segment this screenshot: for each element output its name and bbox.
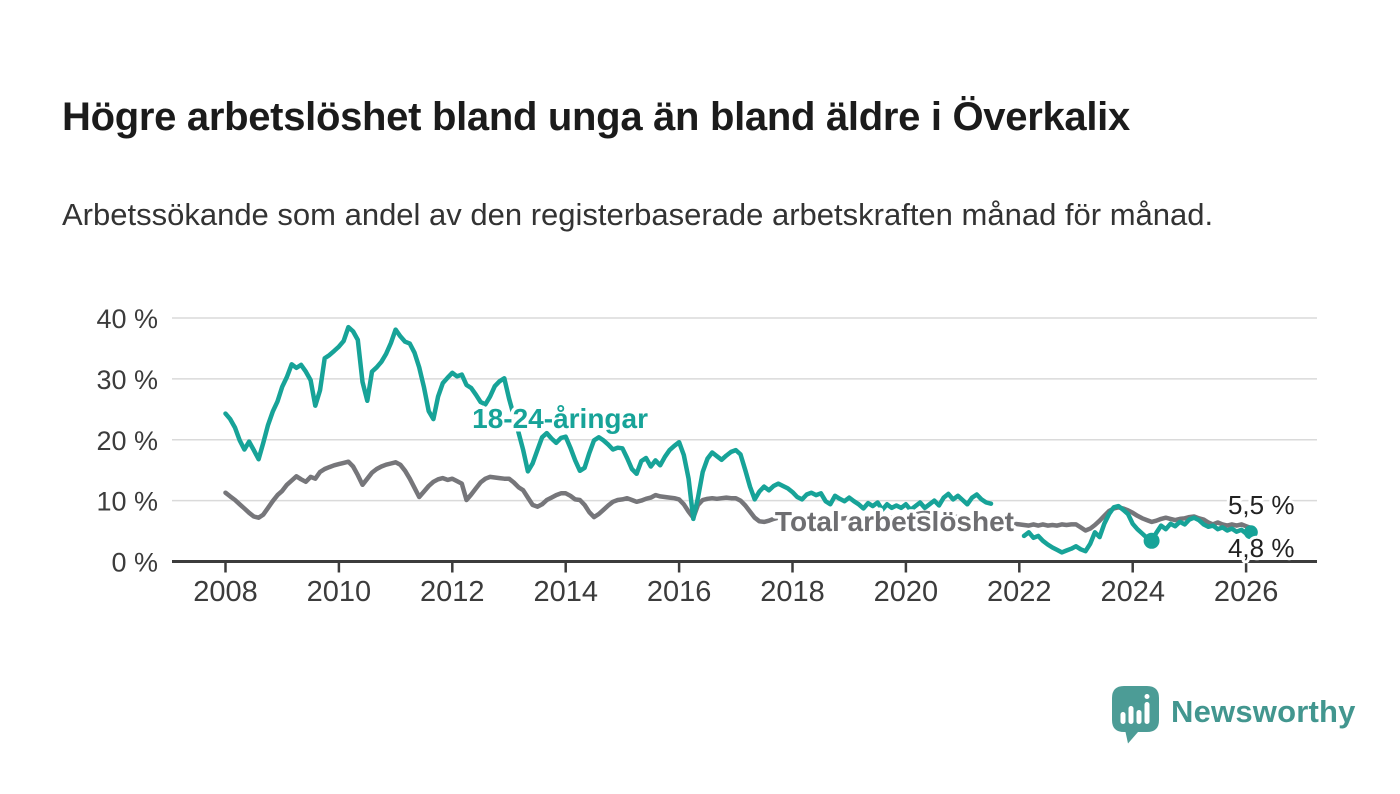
y-axis-tick-label: 40 % bbox=[96, 304, 158, 334]
x-axis-tick-label: 2024 bbox=[1100, 576, 1165, 608]
data-point-marker bbox=[1243, 525, 1258, 540]
series-line-18-24-ringar bbox=[223, 324, 1254, 555]
page-title: Högre arbetslöshet bland unga än bland ä… bbox=[62, 94, 1130, 139]
x-axis-tick-label: 2010 bbox=[307, 576, 372, 608]
x-axis-tick-label: 2012 bbox=[420, 576, 485, 608]
x-axis-tick-label: 2020 bbox=[874, 576, 939, 608]
y-axis-tick-label: 20 % bbox=[96, 426, 158, 456]
end-value-label: 4,8 % bbox=[1228, 533, 1295, 563]
series-line-total-arbetsl-shet bbox=[223, 459, 1254, 533]
series-label: 18-24-åringar bbox=[472, 403, 648, 434]
series-label: Total arbetslöshet bbox=[775, 506, 1014, 537]
x-axis-tick-label: 2026 bbox=[1214, 576, 1279, 608]
newsworthy-logo: Newsworthy bbox=[1112, 686, 1356, 745]
y-axis-tick-label: 30 % bbox=[96, 365, 158, 395]
end-value-label: 5,5 % bbox=[1228, 490, 1295, 520]
page-subtitle: Arbetssökande som andel av den registerb… bbox=[62, 197, 1214, 232]
x-axis-tick-label: 2016 bbox=[647, 576, 712, 608]
x-axis-tick-label: 2022 bbox=[987, 576, 1052, 608]
x-axis-tick-label: 2014 bbox=[533, 576, 598, 608]
data-point-marker bbox=[1143, 532, 1160, 549]
y-axis-tick-label: 10 % bbox=[96, 487, 158, 517]
speech-bubble-bar-chart-icon bbox=[1112, 686, 1159, 744]
brand-name: Newsworthy bbox=[1171, 694, 1356, 729]
y-axis-tick-label: 0 % bbox=[111, 548, 158, 578]
x-axis-tick-label: 2018 bbox=[760, 576, 825, 608]
x-axis-tick-label: 2008 bbox=[193, 576, 258, 608]
